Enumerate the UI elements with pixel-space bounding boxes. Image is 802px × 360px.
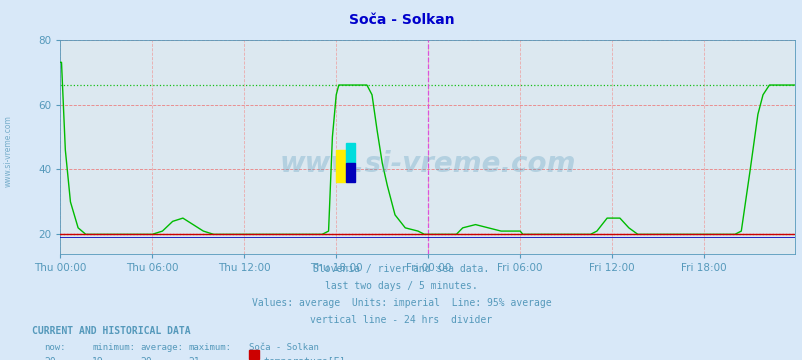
Text: average:: average: [140, 343, 184, 352]
Text: 20: 20 [44, 357, 56, 360]
Text: Values: average  Units: imperial  Line: 95% average: Values: average Units: imperial Line: 95… [251, 298, 551, 308]
Text: Soča - Solkan: Soča - Solkan [348, 13, 454, 27]
Text: CURRENT AND HISTORICAL DATA: CURRENT AND HISTORICAL DATA [32, 326, 191, 336]
Text: last two days / 5 minutes.: last two days / 5 minutes. [325, 281, 477, 291]
Text: 21: 21 [188, 357, 200, 360]
Text: 19: 19 [92, 357, 104, 360]
Text: minimum:: minimum: [92, 343, 136, 352]
Bar [346, 143, 355, 163]
Text: www.si-vreme.com: www.si-vreme.com [279, 150, 575, 178]
Bar [336, 150, 346, 183]
Text: temperature[F]: temperature[F] [263, 357, 345, 360]
Text: www.si-vreme.com: www.si-vreme.com [4, 115, 13, 187]
Text: Slovenia / river and sea data.: Slovenia / river and sea data. [313, 264, 489, 274]
Text: 20: 20 [140, 357, 152, 360]
Bar [346, 163, 355, 183]
Text: now:: now: [44, 343, 66, 352]
Text: Soča - Solkan: Soča - Solkan [249, 343, 318, 352]
Text: vertical line - 24 hrs  divider: vertical line - 24 hrs divider [310, 315, 492, 325]
Text: maximum:: maximum: [188, 343, 232, 352]
